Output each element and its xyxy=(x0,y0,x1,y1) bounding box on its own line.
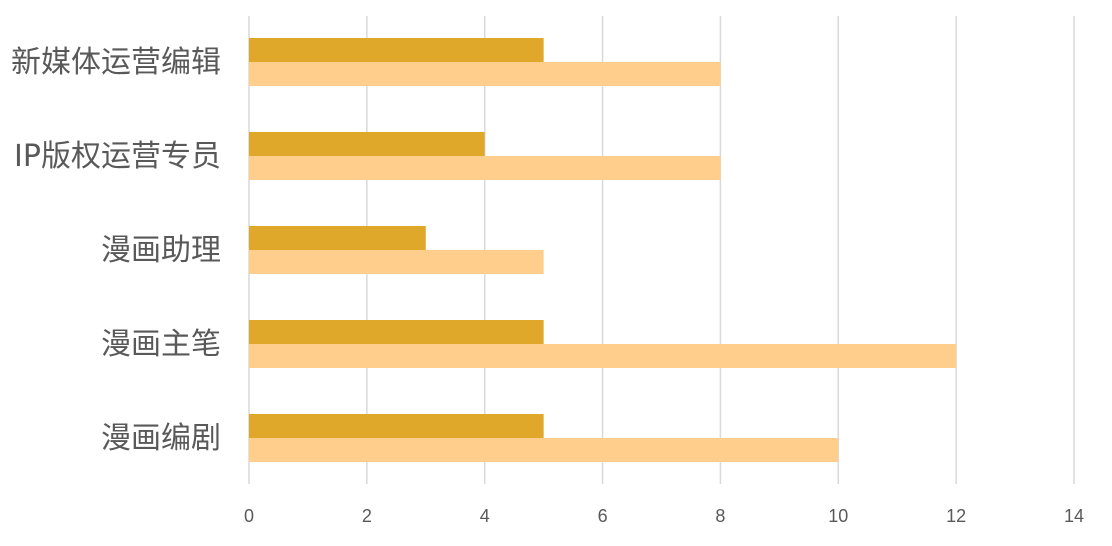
x-tick-label: 2 xyxy=(362,506,372,526)
bars xyxy=(249,38,957,462)
bar-series-1 xyxy=(249,414,544,438)
bar-series-2 xyxy=(249,438,839,462)
bar-series-2 xyxy=(249,250,544,274)
x-axis-tick-labels: 0 2 4 6 8 10 12 14 xyxy=(244,506,1084,526)
x-tick-label: 0 xyxy=(244,506,254,526)
bar-series-2 xyxy=(249,344,957,368)
bar-series-2 xyxy=(249,156,721,180)
x-tick-label: 14 xyxy=(1064,506,1084,526)
x-tick-label: 10 xyxy=(828,506,848,526)
x-tick-label: 8 xyxy=(715,506,725,526)
category-label: 漫画主笔 xyxy=(101,327,221,362)
category-label: 新媒体运营编辑 xyxy=(11,45,221,80)
bar-series-1 xyxy=(249,38,544,62)
x-tick-label: 4 xyxy=(480,506,490,526)
bar-series-2 xyxy=(249,62,721,86)
bar-series-1 xyxy=(249,226,426,250)
x-tick-label: 6 xyxy=(598,506,608,526)
category-label: IP版权运营专员 xyxy=(14,139,221,174)
bar-series-1 xyxy=(249,320,544,344)
category-label: 漫画助理 xyxy=(101,233,221,268)
bar-series-1 xyxy=(249,132,485,156)
x-tick-label: 12 xyxy=(946,506,966,526)
category-label: 漫画编剧 xyxy=(101,421,221,456)
